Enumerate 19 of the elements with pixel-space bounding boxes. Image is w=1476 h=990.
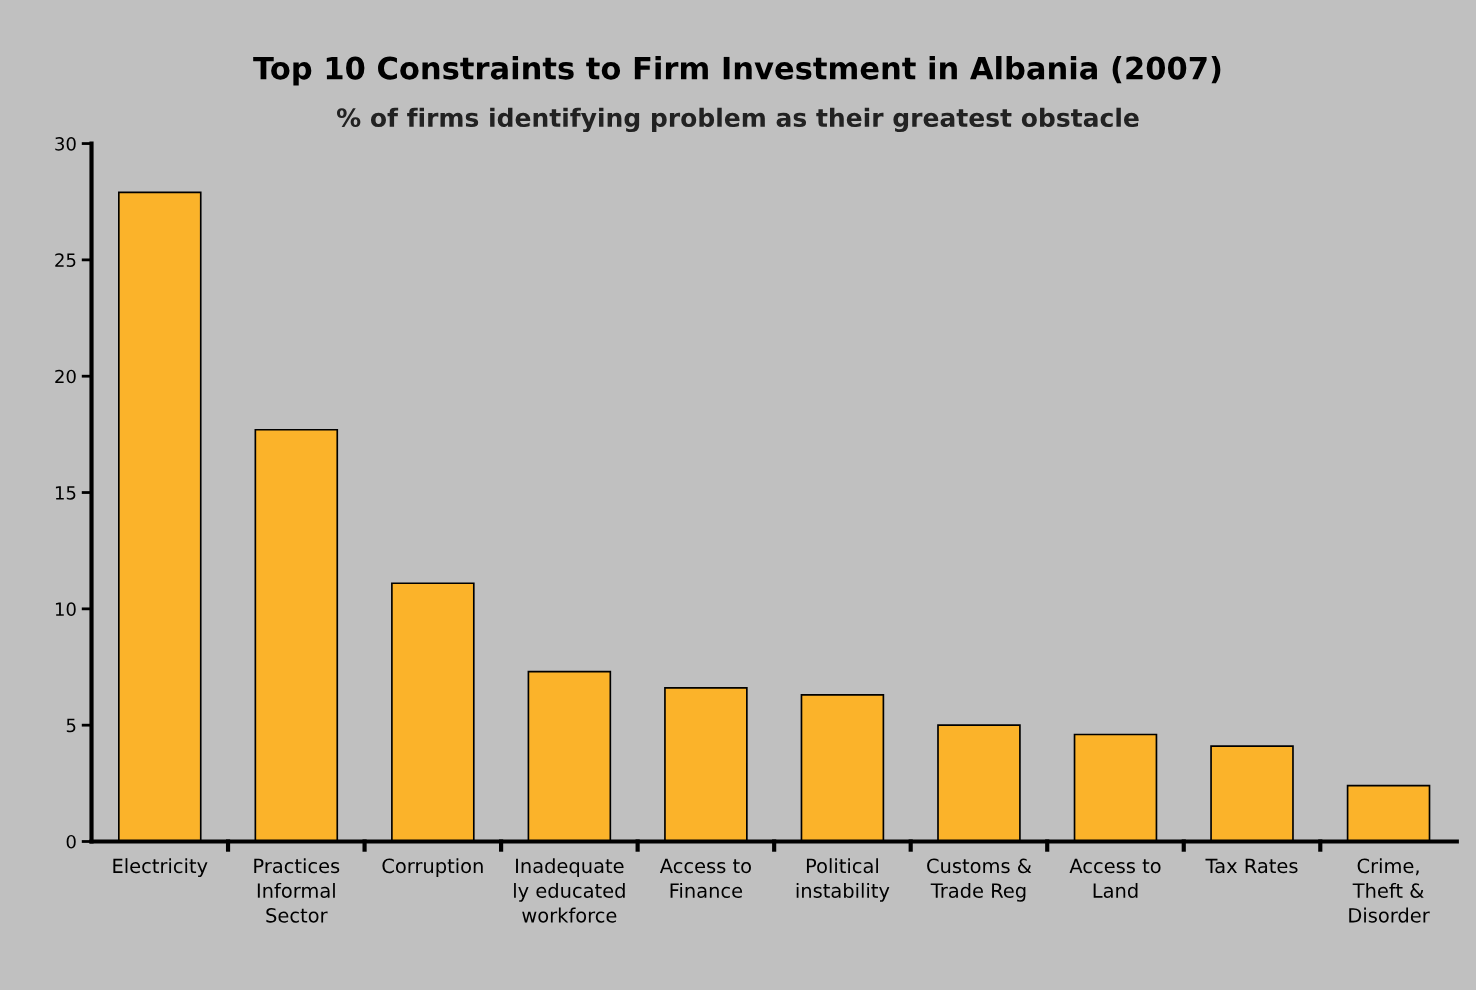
x-tick-label: Inadequate ly educated workforce xyxy=(514,858,625,923)
y-tick-label: 10 xyxy=(55,602,76,616)
chart-subtitle: % of firms identifying problem as their greatest obstacle xyxy=(336,107,1139,133)
x-tick-label: Crime, Theft & Disorder xyxy=(1349,858,1430,923)
y-tick-label: 25 xyxy=(55,253,76,267)
y-tick-label: 20 xyxy=(55,369,76,384)
x-tick-label: Customs & Trade Reg xyxy=(927,858,1032,902)
x-tick-label: Tax Rates xyxy=(1205,858,1298,874)
x-tick-label: Access to Finance xyxy=(659,858,751,898)
y-tick-label: 5 xyxy=(66,718,76,733)
x-tick-label: Practices Informal Sector xyxy=(254,858,340,923)
x-tick-label: Electricity xyxy=(113,858,208,877)
y-tick-label: 15 xyxy=(55,486,76,500)
x-tick-label: Access to Land xyxy=(1069,858,1161,898)
y-tick-label: 0 xyxy=(66,834,76,849)
x-tick-label: Corruption xyxy=(382,858,483,877)
x-tick-label: Political instability xyxy=(796,858,890,902)
y-tick-label: 30 xyxy=(55,137,76,151)
chart-title: Top 10 Constraints to Firm Investment in Albania (2007) xyxy=(253,55,1221,86)
